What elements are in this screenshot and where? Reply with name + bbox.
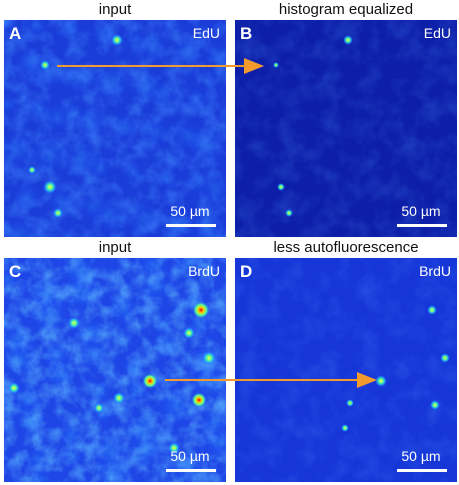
cell: [341, 424, 349, 432]
panel-title: less autofluorescence: [273, 239, 418, 256]
cell: [8, 382, 20, 394]
scale-bar-label: 50 µm: [170, 448, 209, 464]
scale-bar-label: 50 µm: [401, 448, 440, 464]
cell: [94, 403, 104, 413]
cell: [427, 305, 437, 315]
cell: [191, 392, 207, 408]
cell: [28, 166, 36, 174]
cell: [111, 34, 123, 46]
cell: [440, 353, 450, 363]
stain-label: EdU: [193, 25, 220, 41]
panel: input A EdU 50 µm: [4, 1, 226, 237]
micrograph: [235, 20, 457, 237]
scale-bar-label: 50 µm: [170, 203, 209, 219]
panel: input C BrdU 50 µm: [4, 239, 226, 482]
panel-label: D: [240, 262, 252, 281]
panel-title: histogram equalized: [279, 1, 413, 18]
stain-label: BrdU: [419, 263, 451, 279]
panel-label: C: [9, 262, 21, 281]
cell: [346, 399, 354, 407]
cell: [40, 60, 50, 70]
cell: [113, 392, 125, 404]
stain-label: EdU: [424, 25, 451, 41]
texture: [235, 20, 457, 237]
texture: [235, 258, 457, 482]
texture: [4, 258, 226, 482]
cell: [183, 327, 195, 339]
micrograph: [4, 258, 226, 482]
cell: [192, 301, 210, 319]
micrograph: [235, 258, 457, 482]
scale-bar: [397, 469, 447, 472]
cell: [277, 183, 285, 191]
cell: [430, 400, 440, 410]
panel-title: input: [99, 1, 132, 18]
cell: [68, 317, 80, 329]
panel: less autofluorescence D BrdU 50 µm: [235, 239, 457, 482]
stain-label: BrdU: [188, 263, 220, 279]
cell: [375, 375, 387, 387]
cell: [273, 62, 279, 68]
scale-bar: [397, 224, 447, 227]
panel-label: B: [240, 24, 252, 43]
micrograph: [4, 20, 226, 237]
cell: [285, 209, 293, 217]
cell: [168, 442, 180, 454]
cell: [142, 373, 158, 389]
texture: [4, 20, 226, 237]
scale-bar: [166, 469, 216, 472]
cell: [202, 351, 216, 365]
cell: [43, 180, 57, 194]
cell: [343, 35, 353, 45]
scale-bar: [166, 224, 216, 227]
panel-label: A: [9, 24, 21, 43]
panel: histogram equalized B EdU 50 µm: [235, 1, 457, 237]
cell: [53, 208, 63, 218]
panel-title: input: [99, 239, 132, 256]
scale-bar-label: 50 µm: [401, 203, 440, 219]
